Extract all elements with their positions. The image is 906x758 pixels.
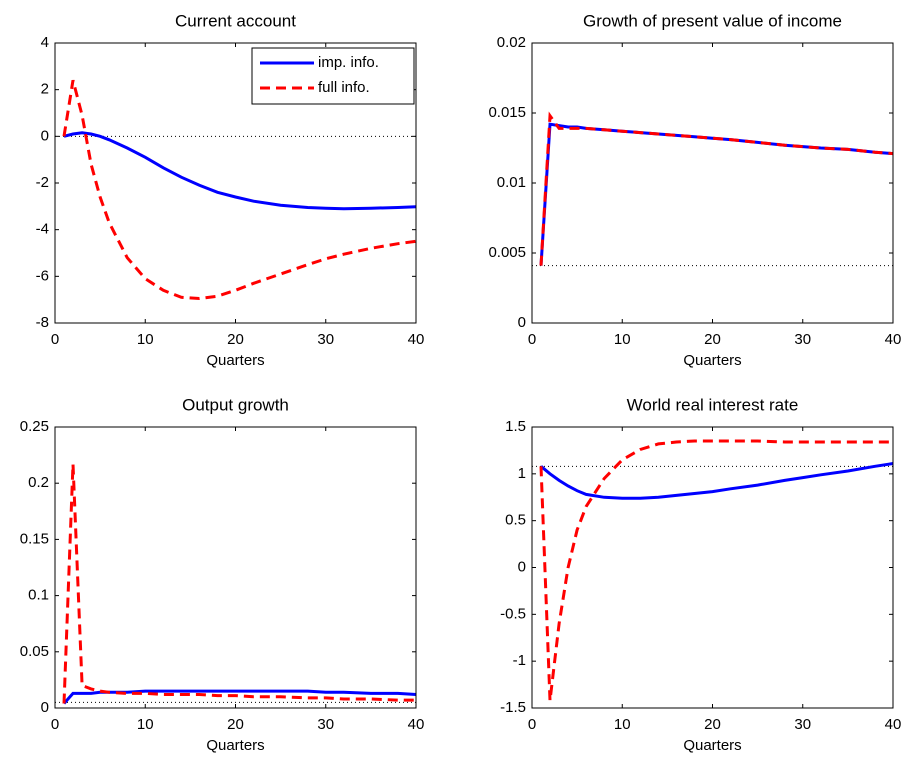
y-tick-label: 0.15 bbox=[20, 530, 49, 547]
y-tick-label: 0.015 bbox=[488, 104, 526, 121]
y-tick-label: 0 bbox=[41, 699, 49, 716]
y-tick-label: -2 bbox=[36, 174, 49, 191]
y-tick-label: -1.5 bbox=[500, 699, 526, 716]
x-tick-label: 20 bbox=[704, 716, 721, 733]
x-tick-label: 40 bbox=[408, 331, 425, 348]
series-line bbox=[539, 111, 894, 266]
y-tick-label: 0 bbox=[41, 127, 49, 144]
x-axis-label: Quarters bbox=[683, 737, 741, 754]
subplot-title: Current account bbox=[175, 11, 296, 30]
legend-box bbox=[251, 47, 415, 105]
legend-label: imp. info. bbox=[318, 54, 379, 71]
x-axis-label: Quarters bbox=[206, 352, 264, 369]
series-line bbox=[62, 79, 417, 301]
x-tick-label: 0 bbox=[51, 331, 59, 348]
x-tick-label: 40 bbox=[885, 331, 902, 348]
y-tick-label: 0.005 bbox=[488, 244, 526, 261]
x-tick-label: 20 bbox=[704, 331, 721, 348]
series-line bbox=[539, 122, 894, 266]
series-line bbox=[540, 462, 894, 500]
series-line bbox=[62, 464, 416, 704]
y-tick-label: -8 bbox=[36, 314, 49, 331]
axes-frame bbox=[54, 42, 417, 324]
y-tick-label: -0.5 bbox=[500, 605, 526, 622]
x-tick-label: 30 bbox=[794, 331, 811, 348]
x-axis-label: Quarters bbox=[206, 737, 264, 754]
axes-frame bbox=[531, 42, 894, 324]
subplot-title: Growth of present value of income bbox=[583, 11, 842, 30]
y-tick-label: -4 bbox=[36, 221, 49, 238]
y-tick-label: 0.02 bbox=[497, 34, 526, 51]
y-tick-label: 0.01 bbox=[497, 174, 526, 191]
y-tick-label: 0.05 bbox=[20, 643, 49, 660]
y-tick-label: -1 bbox=[513, 652, 526, 669]
legend-label: full info. bbox=[318, 79, 370, 96]
x-tick-label: 40 bbox=[885, 716, 902, 733]
y-tick-label: 0 bbox=[518, 314, 526, 331]
y-tick-label: 0.1 bbox=[28, 587, 49, 604]
y-tick-label: 0.25 bbox=[20, 418, 49, 435]
subplot-title: World real interest rate bbox=[627, 395, 799, 414]
x-tick-label: 30 bbox=[317, 331, 334, 348]
x-tick-label: 20 bbox=[227, 331, 244, 348]
subplot-title: Output growth bbox=[182, 395, 289, 414]
y-tick-label: 1.5 bbox=[505, 418, 526, 435]
y-tick-label: 4 bbox=[41, 34, 49, 51]
y-tick-label: 0.2 bbox=[28, 474, 49, 491]
y-tick-label: 2 bbox=[41, 81, 49, 98]
y-tick-label: 1 bbox=[518, 465, 526, 482]
x-tick-label: 10 bbox=[614, 331, 631, 348]
series-line bbox=[63, 131, 417, 211]
x-tick-label: 30 bbox=[317, 716, 334, 733]
x-tick-label: 0 bbox=[51, 716, 59, 733]
x-tick-label: 10 bbox=[137, 716, 154, 733]
axes-frame bbox=[54, 426, 417, 709]
series-line bbox=[539, 439, 893, 701]
y-tick-label: 0 bbox=[518, 558, 526, 575]
series-line bbox=[62, 689, 417, 705]
x-tick-label: 0 bbox=[528, 331, 536, 348]
y-tick-label: 0.5 bbox=[505, 512, 526, 529]
y-tick-label: -6 bbox=[36, 267, 49, 284]
x-tick-label: 0 bbox=[528, 716, 536, 733]
x-tick-label: 10 bbox=[137, 331, 154, 348]
x-axis-label: Quarters bbox=[683, 352, 741, 369]
x-tick-label: 30 bbox=[794, 716, 811, 733]
x-tick-label: 20 bbox=[227, 716, 244, 733]
x-tick-label: 10 bbox=[614, 716, 631, 733]
axes-frame bbox=[531, 426, 894, 709]
x-tick-label: 40 bbox=[408, 716, 425, 733]
